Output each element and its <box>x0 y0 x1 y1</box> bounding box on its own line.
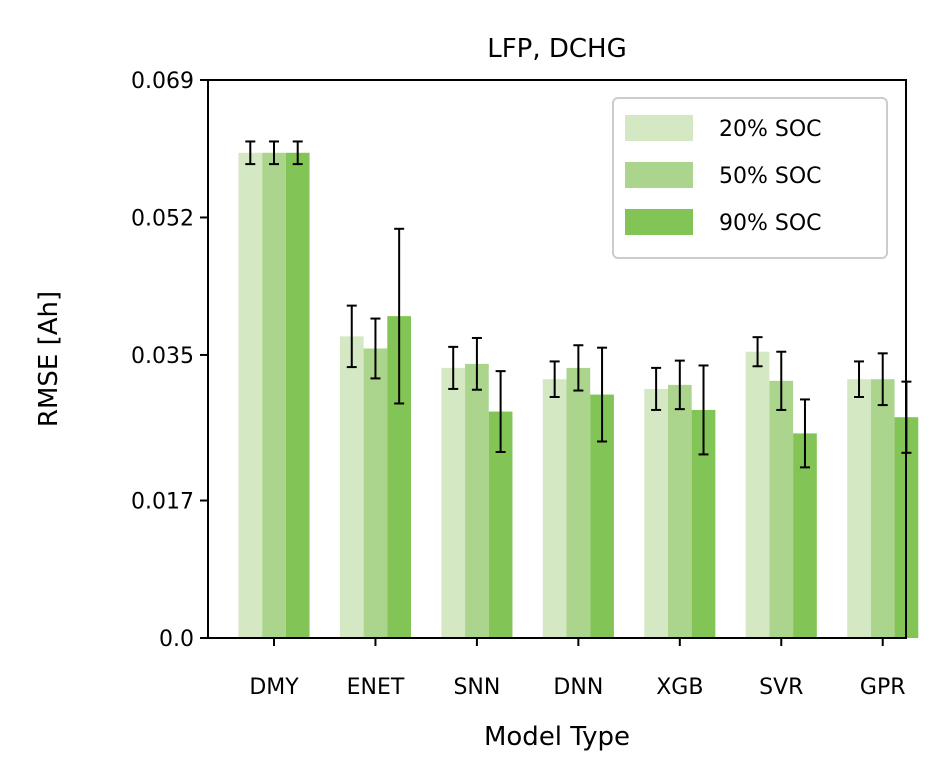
chart-title: LFP, DCHG <box>487 34 627 64</box>
y-tick-label: 0.0 <box>159 627 194 652</box>
y-tick-label: 0.035 <box>131 344 194 369</box>
bar <box>488 411 513 638</box>
x-tick-label: XGB <box>656 675 703 700</box>
x-axis-label: Model Type <box>484 722 630 752</box>
legend-swatch <box>625 115 693 141</box>
error-bars-layer <box>245 140 912 469</box>
y-tick-label: 0.069 <box>131 69 194 94</box>
bar <box>262 152 286 639</box>
bar <box>793 433 817 638</box>
x-tick-label: SNN <box>453 675 500 700</box>
y-axis: 0.0 0.017 0.035 0.052 0.069 <box>131 69 208 652</box>
bar <box>644 388 668 638</box>
plot-frame <box>207 79 907 639</box>
bar <box>285 152 310 639</box>
x-tick-label: GPR <box>860 675 906 700</box>
bar <box>691 409 716 638</box>
legend-label: 90% SOC <box>719 211 822 236</box>
bar <box>441 367 466 638</box>
x-tick-label: DMY <box>249 675 299 700</box>
bar <box>465 363 489 638</box>
x-tick-label: SVR <box>759 675 803 700</box>
bar <box>769 380 794 638</box>
bar <box>590 394 614 638</box>
bar <box>566 367 591 638</box>
bar <box>387 316 412 638</box>
bars-layer <box>238 152 919 639</box>
legend: 20% SOC 50% SOC 90% SOC <box>612 97 888 259</box>
bar <box>363 348 388 638</box>
legend-swatch <box>625 209 693 235</box>
x-tick-label: DNN <box>553 675 603 700</box>
bar <box>238 152 263 639</box>
legend-swatch <box>625 162 693 188</box>
legend-label: 20% SOC <box>719 117 822 142</box>
bar <box>745 351 770 638</box>
legend-label: 50% SOC <box>719 164 822 189</box>
bar <box>870 379 895 638</box>
x-tick-label: ENET <box>347 675 405 700</box>
y-tick-label: 0.017 <box>131 490 194 515</box>
bar <box>667 384 692 638</box>
y-tick-label: 0.052 <box>131 206 194 231</box>
bar <box>542 379 567 638</box>
x-axis: DMY ENET SNN DNN XGB SVR GPR <box>249 638 906 700</box>
y-axis-label: RMSE [Ah] <box>34 291 64 427</box>
bar <box>847 379 871 638</box>
bar <box>339 336 364 638</box>
